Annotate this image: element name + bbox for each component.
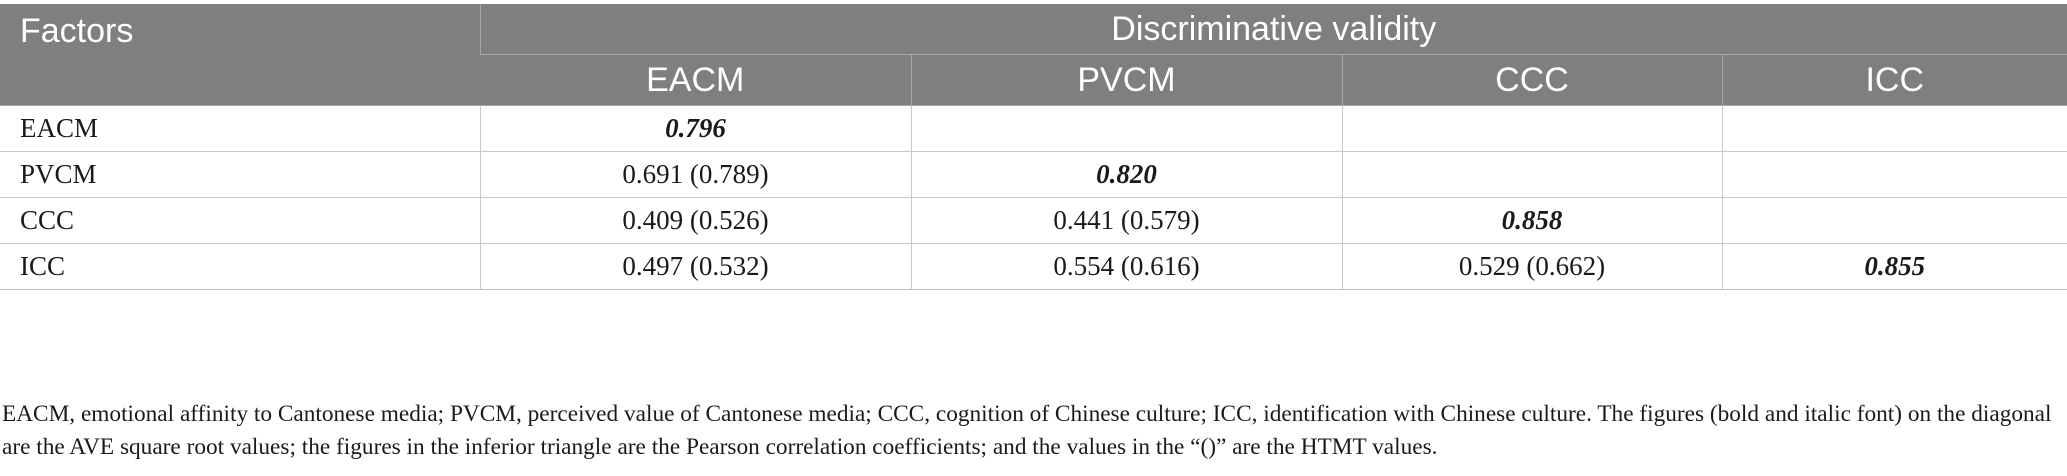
- cell-icc-pvcm: 0.554 (0.616): [910, 243, 1342, 290]
- table-footnote: EACM, emotional affinity to Cantonese me…: [2, 401, 2052, 460]
- table-body: EACM 0.796 PVCM 0.691 (0.789) 0.820 CCC …: [0, 105, 2067, 290]
- header-col-ccc: CCC: [1341, 54, 1722, 106]
- cell-ccc-ccc: 0.858: [1341, 197, 1722, 244]
- diagonal-ave-value: 0.855: [1864, 251, 1926, 281]
- diagonal-ave-value: 0.820: [1096, 159, 1157, 189]
- header-discriminative-validity: Discriminative validity: [479, 4, 2067, 55]
- table-row-icc: ICC 0.497 (0.532) 0.554 (0.616) 0.529 (0…: [0, 243, 2067, 290]
- header-col-eacm: EACM: [480, 54, 911, 106]
- cell-ccc-eacm: 0.409 (0.526): [479, 197, 911, 244]
- cell-pvcm-eacm: 0.691 (0.789): [479, 151, 911, 198]
- diagonal-ave-value: 0.796: [665, 113, 726, 143]
- cell-pvcm-icc: [1721, 151, 2067, 198]
- cell-icc-icc: 0.855: [1721, 243, 2067, 290]
- cell-eacm-ccc: [1341, 105, 1722, 152]
- cell-eacm-pvcm: [910, 105, 1342, 152]
- discriminant-validity-table-container: Factors Discriminative validity EACM PVC…: [0, 4, 2067, 290]
- cell-eacm-eacm: 0.796: [479, 105, 911, 152]
- cell-ccc-icc: [1721, 197, 2067, 244]
- table-row-ccc: CCC 0.409 (0.526) 0.441 (0.579) 0.858: [0, 197, 2067, 244]
- cell-eacm-icc: [1721, 105, 2067, 152]
- row-factor-label: EACM: [0, 105, 480, 152]
- table-row-pvcm: PVCM 0.691 (0.789) 0.820: [0, 151, 2067, 198]
- table-header: Factors Discriminative validity EACM PVC…: [0, 4, 2067, 106]
- diagonal-ave-value: 0.858: [1501, 205, 1563, 235]
- cell-pvcm-pvcm: 0.820: [910, 151, 1342, 198]
- row-factor-label: PVCM: [0, 151, 480, 198]
- table-row-eacm: EACM 0.796: [0, 105, 2067, 152]
- cell-icc-ccc: 0.529 (0.662): [1341, 243, 1722, 290]
- cell-pvcm-ccc: [1341, 151, 1722, 198]
- cell-icc-eacm: 0.497 (0.532): [479, 243, 911, 290]
- header-factors: Factors: [0, 4, 480, 106]
- header-col-icc: ICC: [1721, 54, 2067, 106]
- row-factor-label: CCC: [0, 197, 480, 244]
- cell-ccc-pvcm: 0.441 (0.579): [910, 197, 1342, 244]
- discriminant-validity-table: Factors Discriminative validity EACM PVC…: [0, 4, 2067, 290]
- row-factor-label: ICC: [0, 243, 480, 290]
- header-col-pvcm: PVCM: [910, 54, 1342, 106]
